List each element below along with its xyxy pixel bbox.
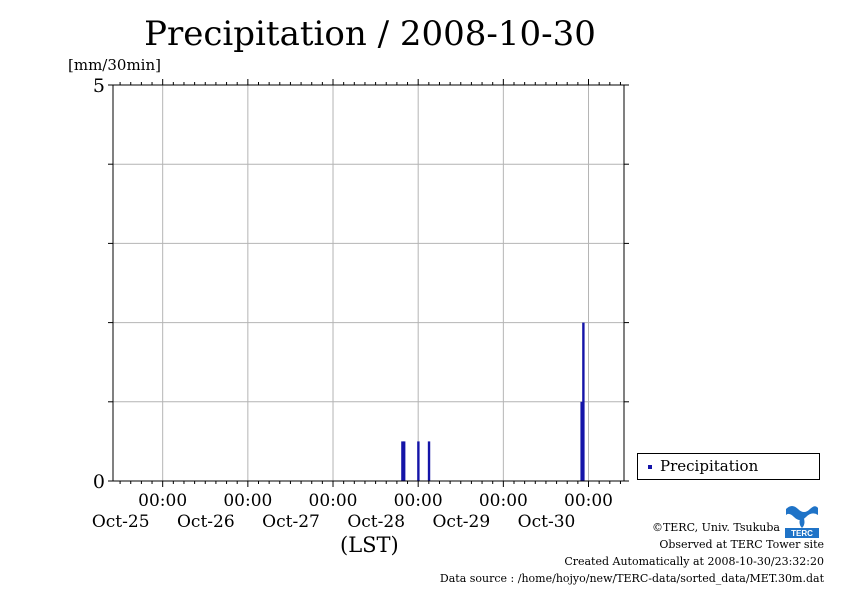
x-tick-label-date: Oct-29 [433,512,491,532]
legend: Precipitation [637,453,820,480]
y-tick-label: 5 [93,75,105,97]
y-axis-label: [mm/30min] [68,56,161,74]
x-tick-label-time: 00:00 [309,491,358,511]
x-tick-label-time: 00:00 [138,491,187,511]
x-tick-label-date: Oct-28 [347,512,405,532]
x-tick-label-date: Oct-30 [518,512,576,532]
x-tick-label-time: 00:00 [479,491,528,511]
x-tick-label-date: Oct-25 [92,512,150,532]
created-text: Created Automatically at 2008-10-30/23:3… [564,555,824,568]
x-tick-label-date: Oct-26 [177,512,235,532]
x-tick-label-time: 00:00 [564,491,613,511]
precipitation-bar [402,441,406,481]
x-axis-label: (LST) [340,533,399,557]
legend-label-precipitation: Precipitation [660,457,759,475]
x-tick-label-date: Oct-27 [262,512,320,532]
precipitation-bars [401,322,585,481]
chart-title: Precipitation / 2008-10-30 [144,14,596,54]
x-tick-label-time: 00:00 [223,491,272,511]
copyright-text: ©TERC, Univ. Tsukuba [651,521,780,534]
precipitation-bar [427,441,431,481]
legend-swatch-precipitation [648,465,652,469]
plot-frame [112,84,625,482]
terc-logo-icon: TERC [784,503,820,539]
axis-ticks: 5000:00Oct-2500:00Oct-2600:00Oct-2700:00… [92,75,629,532]
precipitation-bar [580,401,583,481]
observed-text: Observed at TERC Tower site [659,538,824,551]
grid-lines [113,85,624,481]
x-tick-label-time: 00:00 [394,491,443,511]
precipitation-bar [582,322,585,481]
source-text: Data source : /home/hojyo/new/TERC-data/… [439,572,824,585]
precipitation-bar [401,441,404,481]
logo-text: TERC [791,529,813,538]
y-tick-label: 0 [93,471,105,493]
precipitation-bar [417,441,420,481]
